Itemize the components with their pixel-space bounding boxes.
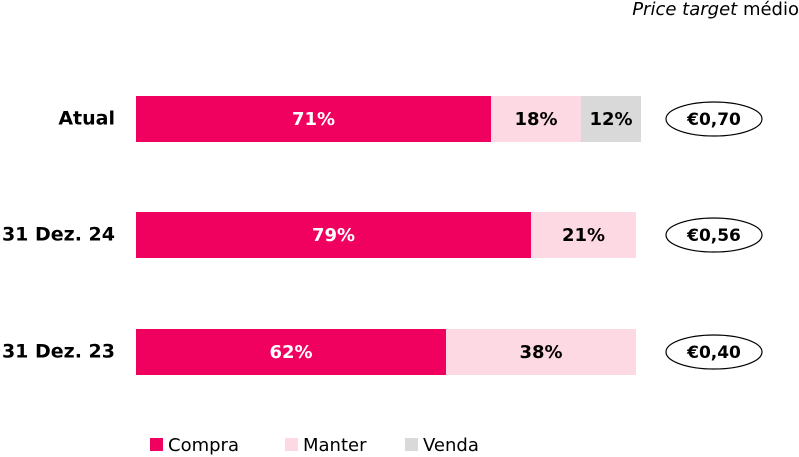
price-target-badge [665,217,763,253]
bar-segment [581,96,641,142]
header: Price target médio [632,0,799,20]
legend-swatch [405,438,418,451]
bar-segment [136,329,446,375]
bar-segment [446,329,636,375]
bar-segment [491,96,581,142]
value-label: 18% [514,109,557,130]
bar-segment [531,212,636,258]
value-label: 12% [589,109,632,130]
legend-swatch [150,438,163,451]
value-label: 71% [292,109,335,130]
value-label: 62% [269,342,312,363]
category-label: 31 Dez. 23 [2,341,115,363]
price-target-badge [665,101,763,137]
legend-label: Venda [423,435,479,456]
bar-segment [136,96,491,142]
legend-label: Manter [303,435,367,456]
value-label: 79% [312,225,355,246]
value-label: 21% [562,225,605,246]
price-target: €0,70 [686,110,741,130]
header-italic: Price target [632,0,738,20]
price-target: €0,40 [686,343,741,363]
legend-label: Compra [168,435,239,456]
category-label: 31 Dez. 24 [2,224,115,246]
price-target-badge [665,334,763,370]
legend-swatch [285,438,298,451]
category-label: Atual [58,108,115,130]
value-label: 38% [519,342,562,363]
price-target: €0,56 [686,226,741,246]
header-plain: médio [743,0,799,20]
bar-segment [136,212,531,258]
